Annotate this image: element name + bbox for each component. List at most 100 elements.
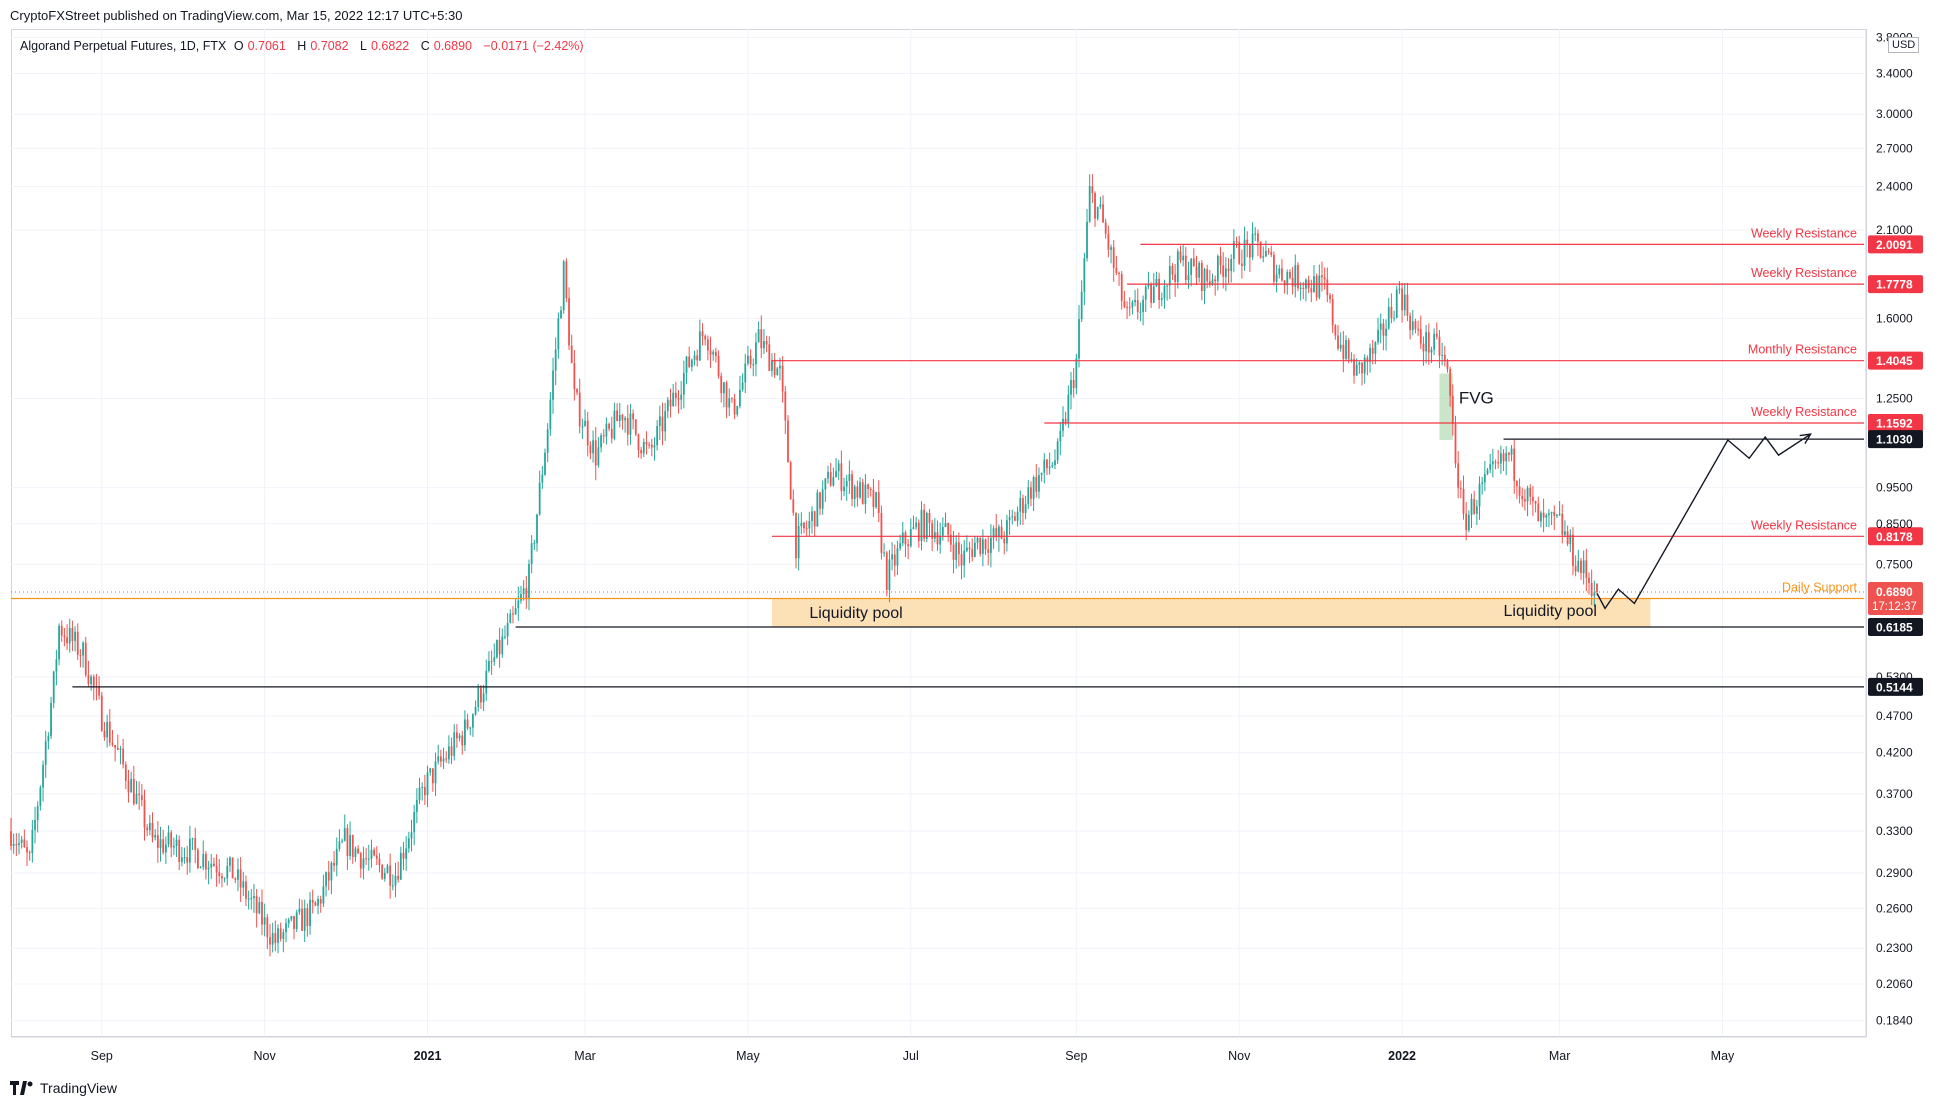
candle-body xyxy=(79,654,82,656)
candle-body xyxy=(1046,459,1048,469)
candle-body xyxy=(1182,255,1185,261)
candle-body xyxy=(720,375,723,394)
candle-body xyxy=(968,547,971,550)
y-tick-label: 2.7000 xyxy=(1876,141,1913,155)
candle-body xyxy=(76,631,79,655)
candle-body xyxy=(920,509,923,541)
candle-body xyxy=(1235,241,1238,243)
candle-body xyxy=(859,482,861,498)
level-label: Weekly Resistance xyxy=(1751,226,1857,240)
candle-body xyxy=(1454,423,1457,464)
candle-body xyxy=(1150,284,1153,303)
candle-body xyxy=(915,522,918,528)
candle-body xyxy=(957,542,960,555)
candle-body xyxy=(771,360,773,371)
candle-body xyxy=(674,392,677,399)
candle-body xyxy=(763,341,765,349)
candle-body xyxy=(560,310,562,319)
candle-body xyxy=(370,849,373,859)
candle-body xyxy=(1377,329,1379,343)
y-tick-label: 0.2900 xyxy=(1876,866,1913,880)
candle-body xyxy=(554,349,557,371)
currency-button[interactable]: USD xyxy=(1888,37,1920,53)
candle-body xyxy=(231,857,234,879)
candle-body xyxy=(1030,487,1032,499)
candle-body xyxy=(418,787,421,800)
candle-body xyxy=(544,452,546,475)
candle-body xyxy=(1086,221,1088,259)
candle-body xyxy=(1379,323,1382,330)
candle-body xyxy=(50,702,52,737)
candle-body xyxy=(1577,560,1580,572)
candle-body xyxy=(1174,274,1177,282)
level-price-tag xyxy=(1868,677,1923,696)
candle-body xyxy=(557,318,560,350)
candle-body xyxy=(808,521,811,529)
candle-body xyxy=(776,368,779,376)
candle-body xyxy=(1027,487,1030,505)
candle-body xyxy=(1361,362,1363,374)
y-tick-label: 0.4700 xyxy=(1876,709,1913,723)
candle-body xyxy=(154,835,157,838)
candle-body xyxy=(1350,359,1353,361)
candle-body xyxy=(469,727,472,729)
y-tick-label: 0.2600 xyxy=(1876,901,1913,915)
candle-body xyxy=(1569,534,1572,545)
level-price-text: 1.7778 xyxy=(1876,278,1913,292)
fvg-label: FVG xyxy=(1459,389,1494,408)
level-price-tag xyxy=(1868,430,1923,449)
candle-body xyxy=(525,588,528,600)
candle-body xyxy=(864,484,867,504)
candle-body xyxy=(995,528,998,538)
candle-body xyxy=(1494,461,1497,463)
legend-title: Algorand Perpetual Futures, 1D, FTX xyxy=(20,39,227,53)
candle-body xyxy=(979,537,982,554)
candle-body xyxy=(1206,269,1209,282)
candle-body xyxy=(712,351,715,355)
y-tick-label: 0.2060 xyxy=(1876,977,1913,991)
candle-body xyxy=(239,869,242,888)
candle-body xyxy=(877,492,880,513)
candle-body xyxy=(1267,250,1270,253)
candles-layer xyxy=(10,174,1598,957)
candle-body xyxy=(1118,272,1120,275)
candle-body xyxy=(848,474,851,481)
candle-body xyxy=(466,719,469,729)
candle-body xyxy=(188,838,191,863)
candle-body xyxy=(565,261,568,299)
x-tick-label: 2022 xyxy=(1388,1049,1416,1063)
candle-body xyxy=(1211,279,1214,284)
candle-body xyxy=(773,360,776,376)
candle-body xyxy=(672,392,675,407)
candle-body xyxy=(338,841,341,849)
candle-body xyxy=(1259,241,1262,258)
candle-body xyxy=(213,863,215,866)
candle-body xyxy=(656,426,659,446)
candle-body xyxy=(891,554,894,560)
candle-body xyxy=(827,472,829,479)
level-label: Weekly Resistance xyxy=(1751,266,1857,280)
candle-body xyxy=(688,356,691,367)
candle-body xyxy=(912,527,915,530)
candle-body xyxy=(637,434,640,451)
candle-body xyxy=(1574,565,1577,572)
tradingview-brand[interactable]: TradingView xyxy=(10,1080,117,1096)
candle-body xyxy=(512,613,514,615)
candle-body xyxy=(517,600,520,609)
candle-body xyxy=(1339,344,1342,349)
candle-body xyxy=(1457,463,1460,488)
candle-body xyxy=(1446,361,1449,370)
candle-body xyxy=(682,372,685,395)
candle-body xyxy=(303,908,306,931)
x-tick-label: Jul xyxy=(903,1049,919,1063)
candle-body xyxy=(140,795,143,801)
candle-body xyxy=(960,554,963,566)
candle-body xyxy=(504,636,506,638)
candle-body xyxy=(821,489,824,509)
level-label: Weekly Resistance xyxy=(1751,518,1857,532)
candle-body xyxy=(781,365,784,392)
candle-body xyxy=(122,748,125,765)
candle-body xyxy=(1550,511,1553,514)
candle-body xyxy=(71,627,74,641)
